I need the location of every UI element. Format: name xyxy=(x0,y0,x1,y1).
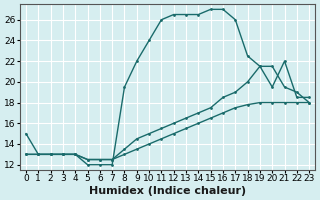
X-axis label: Humidex (Indice chaleur): Humidex (Indice chaleur) xyxy=(89,186,246,196)
